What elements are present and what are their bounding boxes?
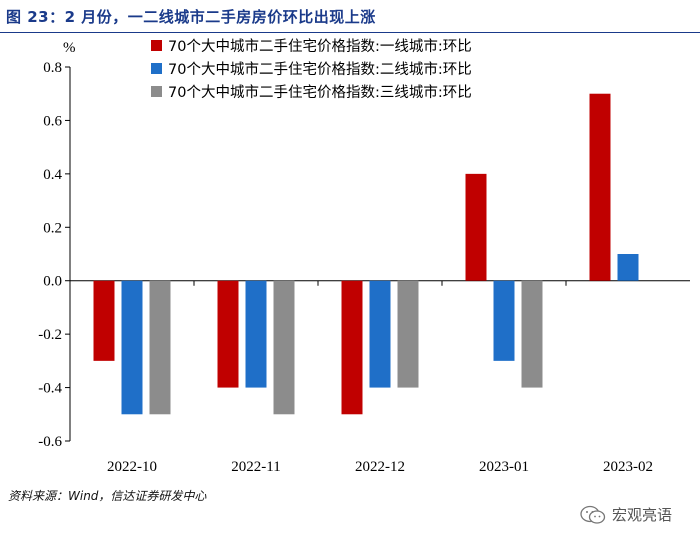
bar-series-1-2022-11 (217, 280, 239, 388)
bar-series-1-2022-10 (93, 280, 115, 361)
wechat-icon (580, 505, 606, 524)
x-tick-label: 2022-11 (231, 459, 280, 475)
figure-title: 图 23：2 月份，一二线城市二手房房价环比出现上涨 (6, 8, 376, 26)
bar-series-2-2023-02 (617, 254, 639, 281)
x-tick-labels: 2022-10 2022-11 2022-12 2023-01 2023-02 (107, 459, 653, 475)
y-axis-unit-label: % (63, 40, 76, 56)
legend-swatch (151, 40, 162, 51)
y-tick-label: 0.4 (43, 167, 62, 183)
bar-series-1-2023-02 (589, 93, 611, 281)
y-tick-label: 0.6 (43, 113, 62, 129)
y-tick-label: 0.0 (43, 274, 62, 290)
x-tick-label: 2022-10 (107, 459, 157, 475)
legend-entry: 70个大中城市二手住宅价格指数:二线城市:环比 (168, 61, 472, 78)
x-tick-label: 2022-12 (355, 459, 405, 475)
y-tick-label: -0.2 (38, 327, 62, 343)
bar-series-1-2023-01 (465, 173, 487, 281)
legend-swatch (151, 63, 162, 74)
legend-swatch (151, 86, 162, 97)
watermark: 宏观亮语 (580, 504, 672, 525)
bar-series-3-2022-11 (273, 280, 295, 415)
bar-series-1-2022-12 (341, 280, 363, 415)
x-tick-label: 2023-02 (603, 459, 653, 475)
bar-series-3-2022-12 (397, 280, 419, 388)
bar-series-2-2022-11 (245, 280, 267, 388)
y-tick-labels: -0.6 -0.4 -0.2 0.0 0.2 0.4 0.6 0.8 (38, 60, 62, 450)
watermark-text: 宏观亮语 (611, 506, 672, 524)
bar-series-3-2022-10 (149, 280, 171, 415)
legend: 70个大中城市二手住宅价格指数:一线城市:环比 70个大中城市二手住宅价格指数:二… (151, 38, 472, 101)
y-tick-label: -0.6 (38, 434, 62, 450)
y-tick-label: 0.2 (43, 220, 62, 236)
bars (93, 93, 639, 415)
y-tick-label: -0.4 (38, 381, 62, 397)
source-note: 资料来源：Wind，信达证券研发中心 (8, 489, 207, 503)
title-divider (0, 32, 700, 33)
bar-series-3-2023-01 (521, 280, 543, 388)
x-tick-label: 2023-01 (479, 459, 529, 475)
bar-series-2-2022-12 (369, 280, 391, 388)
bar-series-2-2023-01 (493, 280, 515, 361)
legend-entry: 70个大中城市二手住宅价格指数:三线城市:环比 (168, 84, 472, 101)
y-tick-label: 0.8 (43, 60, 62, 76)
bar-series-2-2022-10 (121, 280, 143, 415)
legend-entry: 70个大中城市二手住宅价格指数:一线城市:环比 (168, 38, 472, 55)
